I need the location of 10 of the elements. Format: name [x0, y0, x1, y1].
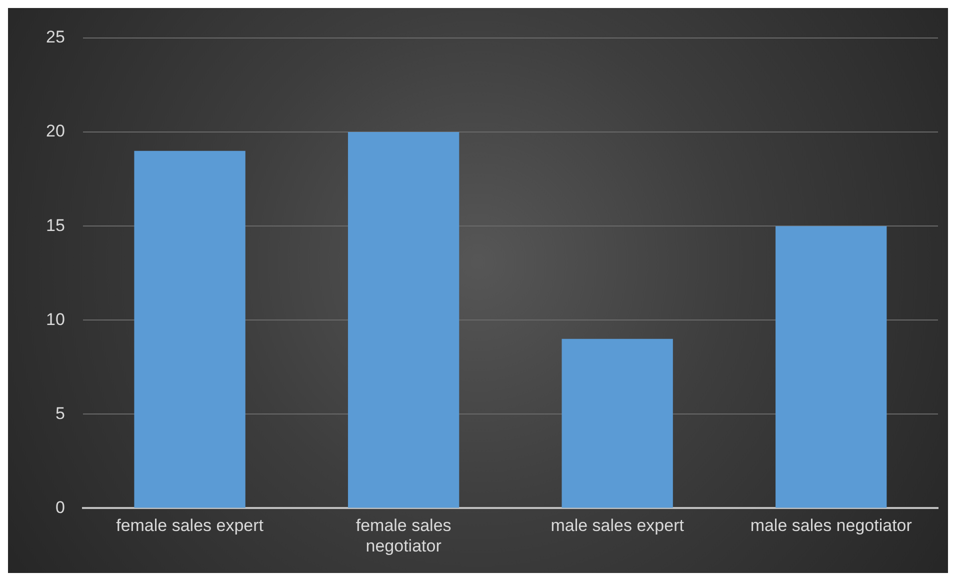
y-tick-label: 10 — [46, 310, 65, 329]
y-tick-label: 0 — [55, 498, 65, 517]
y-tick-label: 15 — [46, 216, 65, 235]
x-tick-label: male sales expert — [550, 516, 684, 536]
y-tick-label: 20 — [46, 122, 65, 141]
x-tick-label: male sales negotiator — [750, 516, 912, 536]
x-tick-label: female sales expert — [116, 516, 264, 536]
y-tick-label: 25 — [46, 28, 65, 47]
x-tick-label: female sales negotiator — [356, 516, 452, 556]
y-tick-label: 5 — [55, 404, 65, 423]
